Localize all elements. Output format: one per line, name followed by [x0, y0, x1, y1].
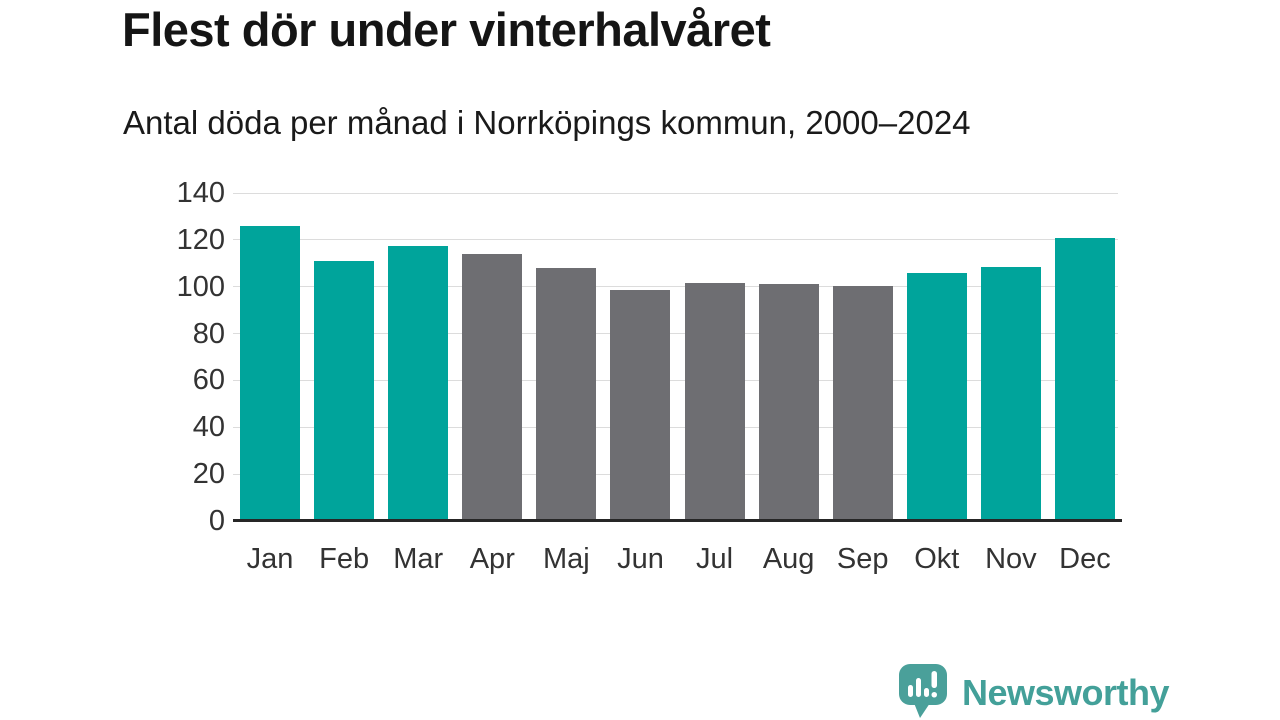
bar-dec: [1054, 237, 1115, 521]
gridline-80: [233, 333, 1118, 335]
x-tick-label-feb: Feb: [319, 543, 370, 575]
bar-maj: [536, 267, 597, 521]
x-tick-label-jul: Jul: [696, 543, 734, 575]
x-tick-label-apr: Apr: [469, 543, 515, 575]
bar-nov: [980, 266, 1041, 521]
x-tick-label-mar: Mar: [393, 543, 444, 575]
gridline-60: [233, 379, 1118, 381]
y-tick-label-20: 20: [192, 458, 225, 491]
bar-jun: [610, 290, 671, 521]
x-tick-label-jun: Jun: [617, 543, 664, 575]
y-tick-label-0: 0: [208, 505, 225, 537]
y-tick-label-60: 60: [192, 364, 225, 397]
x-tick-label-maj: Maj: [543, 543, 590, 575]
chart-subtitle: Antal döda per månad i Norrköpings kommu…: [123, 104, 971, 141]
x-tick-label-nov: Nov: [985, 543, 1037, 575]
bar-apr: [462, 253, 523, 521]
x-tick-label-aug: Aug: [762, 543, 815, 575]
x-tick-label-okt: Okt: [914, 543, 960, 575]
bar-okt: [906, 272, 967, 521]
gridline-100: [233, 286, 1118, 288]
chart-title: Flest dör under vinterhalvåret: [122, 3, 771, 56]
x-tick-label-dec: Dec: [1059, 543, 1111, 575]
bar-aug: [758, 284, 819, 521]
bar-jul: [684, 283, 745, 521]
bar-feb: [314, 260, 375, 521]
y-tick-label-40: 40: [192, 411, 225, 444]
newsworthy-logo: Newsworthy: [895, 661, 1170, 719]
x-axis-line: [233, 519, 1122, 522]
plot-area: 0 20 40 60 80 100 120 140 Jan Feb Mar Apr Maj Jun Jul…: [177, 177, 1122, 575]
bar-jan: [240, 225, 301, 521]
y-tick-label-80: 80: [192, 317, 225, 350]
x-tick-label-jan: Jan: [246, 543, 294, 575]
bar-mar: [388, 245, 449, 521]
y-tick-label-100: 100: [176, 270, 225, 303]
x-tick-label-sep: Sep: [836, 543, 889, 575]
y-tick-label-140: 140: [176, 177, 225, 209]
gridline-20: [233, 473, 1118, 475]
gridline-120: [233, 239, 1118, 241]
gridline-140: [233, 192, 1118, 194]
newsworthy-speech-bubble-chart-icon: [899, 664, 947, 718]
y-tick-label-120: 120: [176, 223, 225, 256]
gridline-40: [233, 426, 1118, 428]
newsworthy-wordmark: Newsworthy: [962, 672, 1170, 713]
bar-sep: [832, 285, 893, 521]
